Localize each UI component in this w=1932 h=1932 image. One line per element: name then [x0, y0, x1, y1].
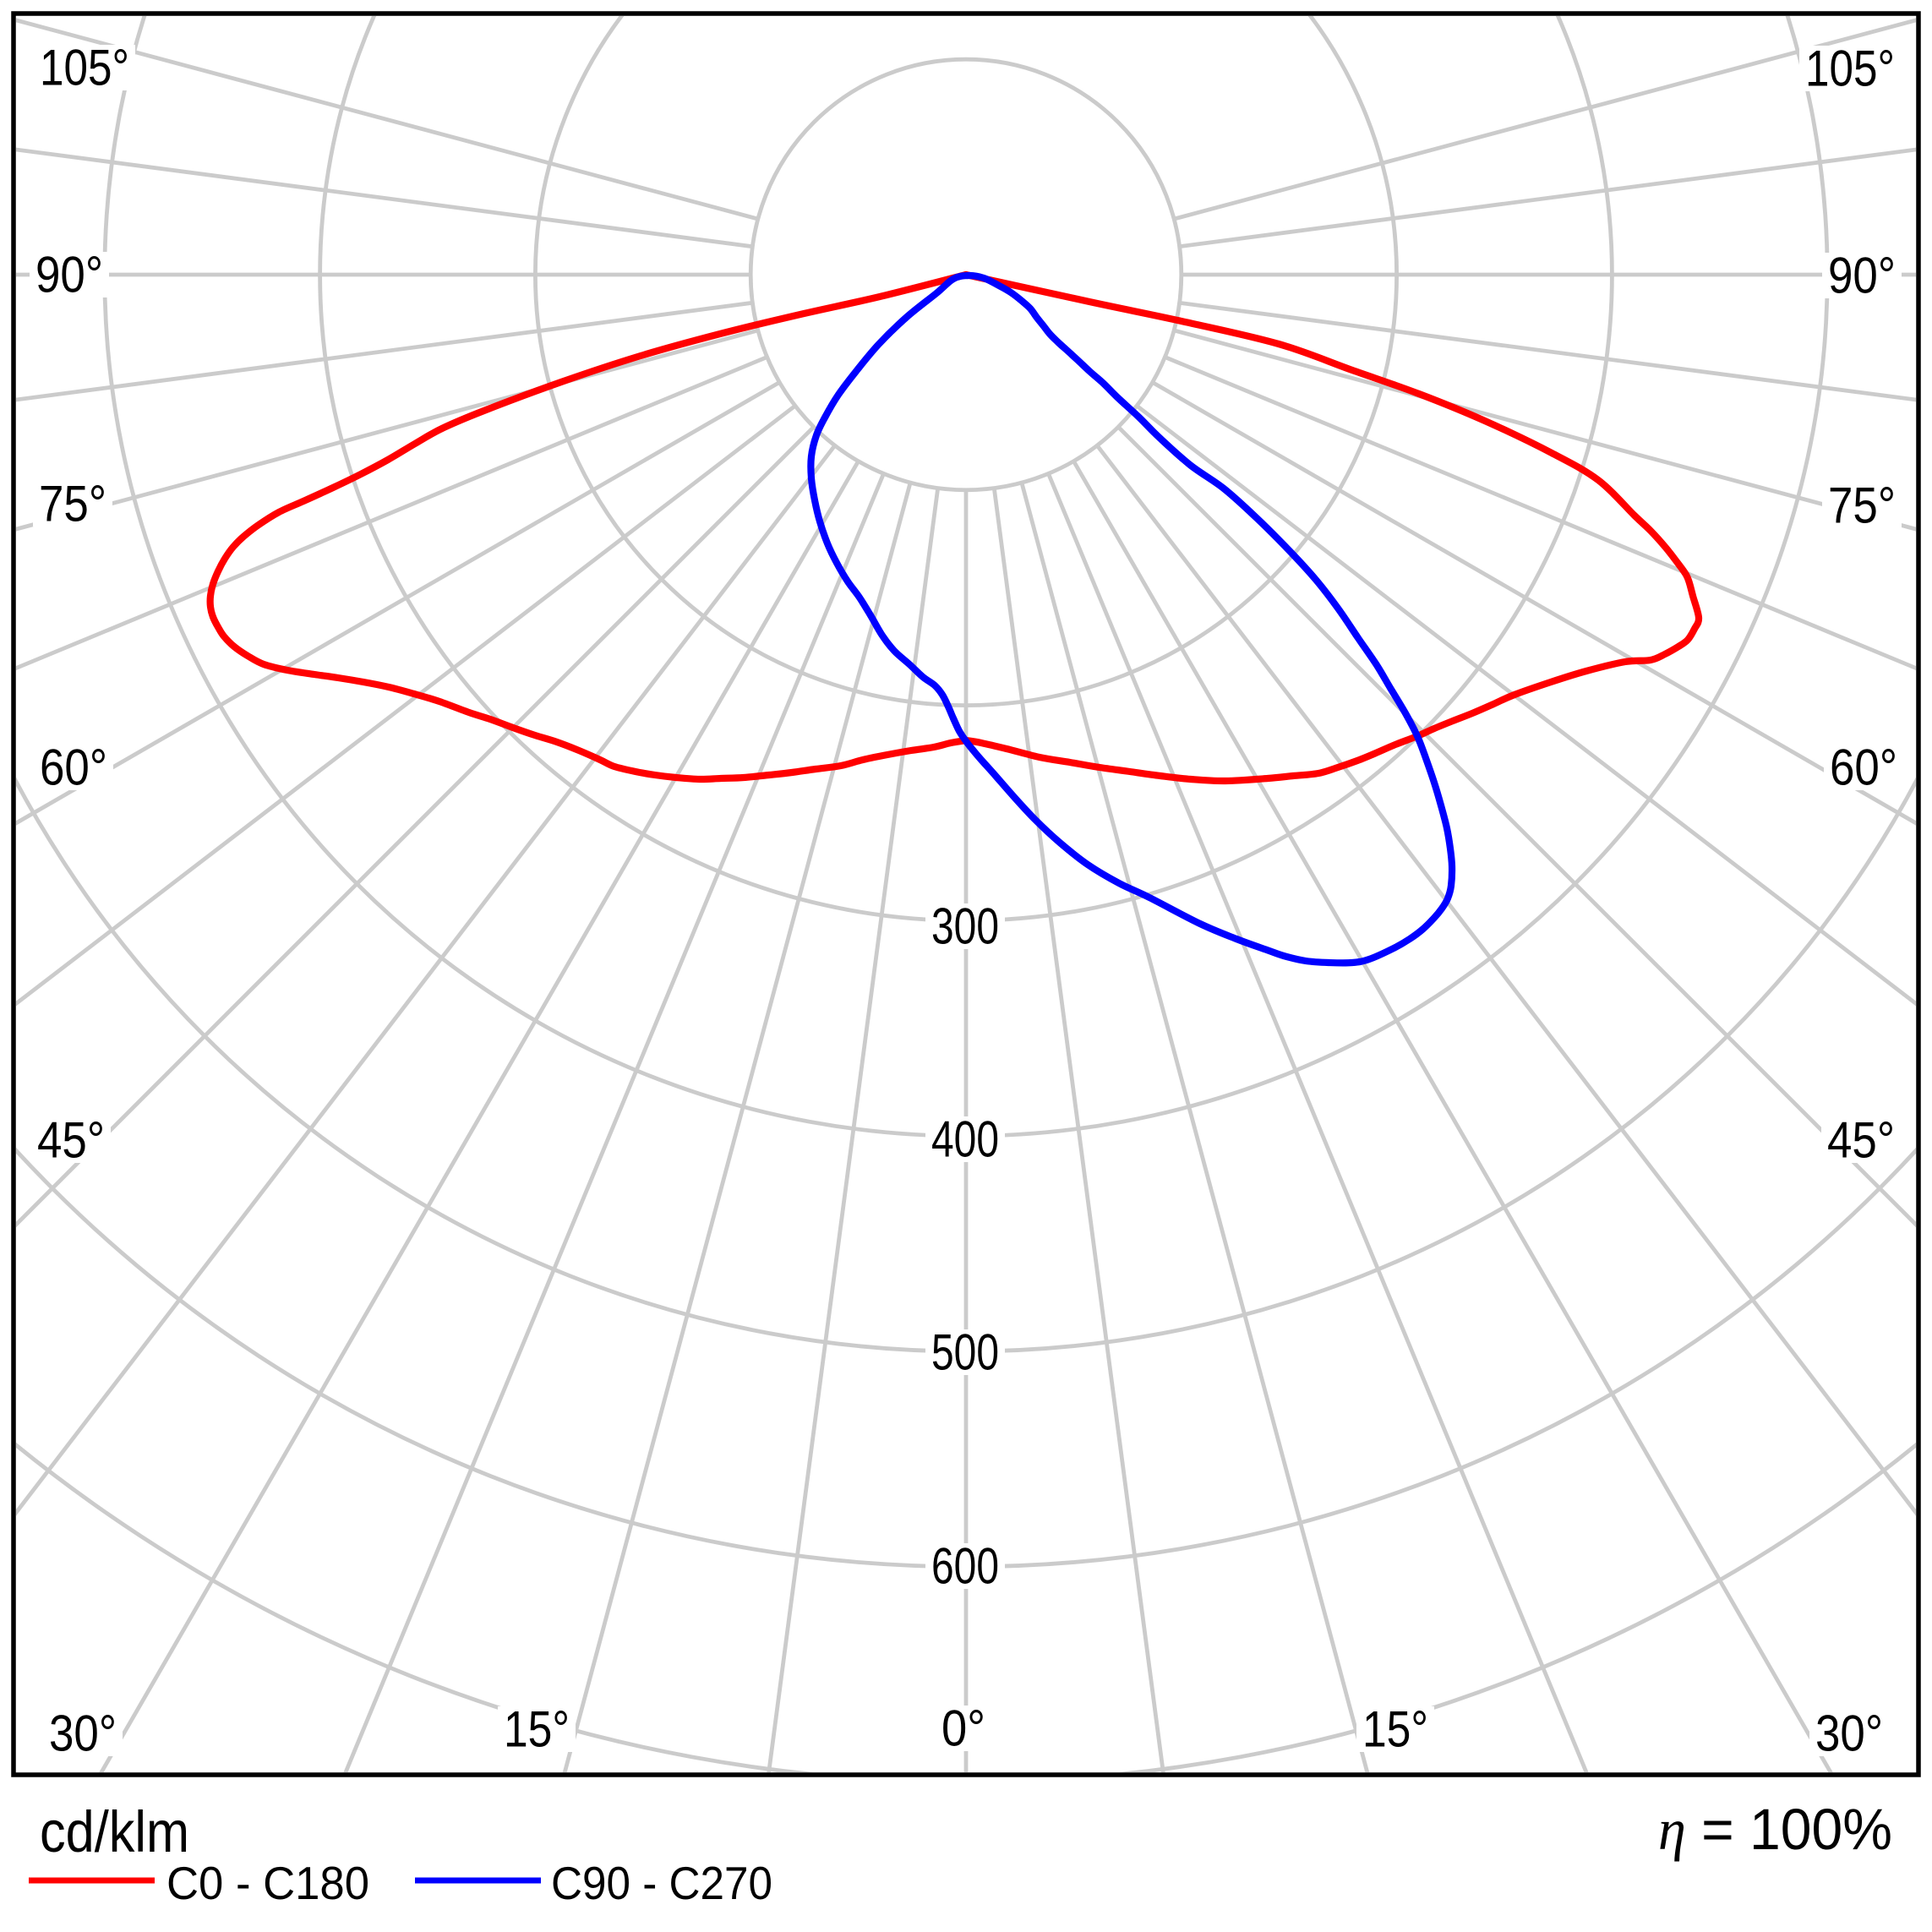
svg-text:75°: 75°: [39, 476, 106, 532]
svg-text:600: 600: [931, 1538, 999, 1595]
svg-text:60°: 60°: [40, 740, 107, 796]
svg-text:75°: 75°: [1828, 478, 1896, 534]
svg-text:300: 300: [931, 898, 999, 955]
svg-text:90°: 90°: [35, 247, 103, 303]
svg-text:60°: 60°: [1830, 740, 1897, 796]
svg-text:30°: 30°: [1815, 1706, 1883, 1762]
svg-text:105°: 105°: [1805, 41, 1895, 97]
svg-text:105°: 105°: [40, 40, 129, 96]
svg-text:45°: 45°: [37, 1112, 105, 1169]
svg-text:15°: 15°: [1362, 1701, 1428, 1758]
svg-text:90°: 90°: [1828, 248, 1896, 304]
svg-text:45°: 45°: [1827, 1112, 1895, 1169]
svg-text:C0 - C180: C0 - C180: [166, 1857, 369, 1909]
svg-text:400: 400: [931, 1111, 999, 1168]
svg-text:500: 500: [931, 1324, 999, 1381]
svg-text:η = 100%: η = 100%: [1658, 1797, 1892, 1862]
svg-text:cd/klm: cd/klm: [40, 1799, 189, 1864]
svg-text:C90 - C270: C90 - C270: [551, 1857, 772, 1909]
svg-text:0°: 0°: [941, 1700, 985, 1757]
svg-text:30°: 30°: [49, 1706, 117, 1762]
svg-text:15°: 15°: [504, 1701, 570, 1758]
